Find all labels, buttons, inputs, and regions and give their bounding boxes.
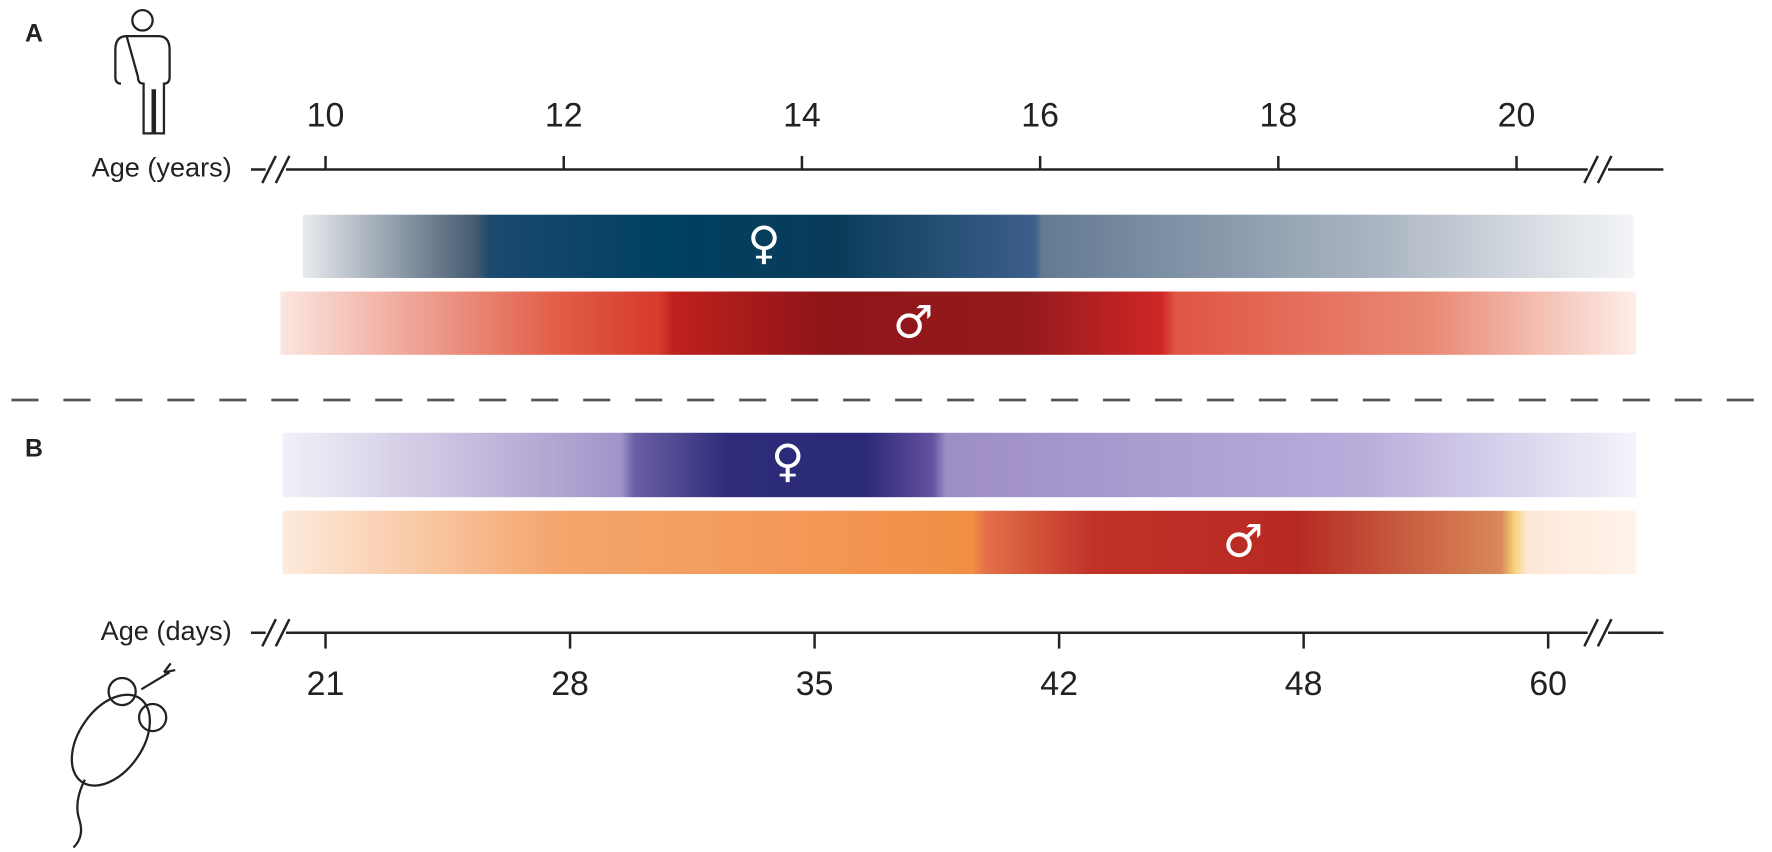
- female-symbol: ♀: [747, 216, 780, 269]
- female-symbol: ♀: [771, 434, 804, 487]
- tick-label: 35: [796, 665, 834, 703]
- tick-label: 21: [307, 665, 345, 703]
- axis-label: Age (years): [92, 152, 232, 183]
- axis-label: Age (days): [101, 615, 232, 646]
- panel-label: A: [25, 21, 43, 48]
- male-symbol: ♂: [893, 295, 934, 348]
- mouse-icon: [56, 663, 175, 847]
- tick-label: 16: [1021, 96, 1059, 134]
- tick-label: 10: [307, 96, 345, 134]
- human-icon: [115, 10, 169, 133]
- tick-label: 48: [1285, 665, 1323, 703]
- tick-label: 20: [1498, 96, 1536, 134]
- female-bar: [283, 433, 1637, 497]
- tick-label: 12: [545, 96, 583, 134]
- male-symbol: ♂: [1223, 515, 1264, 568]
- tick-label: 18: [1259, 96, 1297, 134]
- figure: A B Age (years) Age (days) ♀ ♂ ♀ ♂ 10 12 1…: [0, 0, 1772, 852]
- male-bar: [283, 511, 1637, 574]
- female-bar: [303, 215, 1634, 278]
- tick-label: 42: [1040, 665, 1078, 703]
- tick-label: 28: [551, 665, 589, 703]
- panel-label: B: [25, 435, 43, 462]
- male-bar: [280, 292, 1636, 355]
- tick-label: 14: [783, 96, 821, 134]
- tick-label: 60: [1529, 665, 1567, 703]
